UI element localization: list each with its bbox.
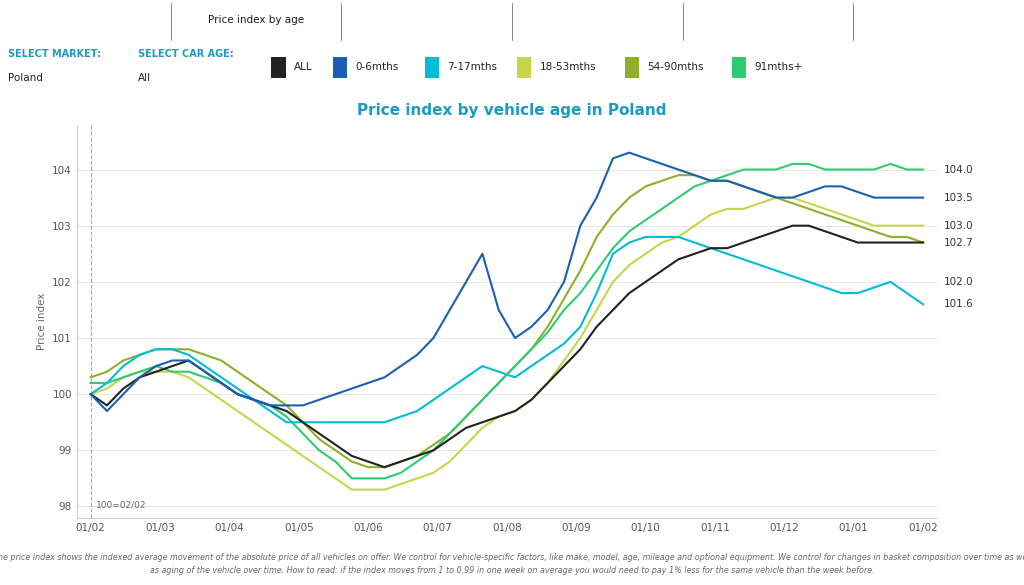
Bar (517, 57, 531, 77)
Bar (425, 57, 439, 77)
Text: 102.0: 102.0 (944, 277, 974, 287)
Text: 103.0: 103.0 (944, 221, 974, 230)
Text: SELECT CAR AGE:: SELECT CAR AGE: (138, 49, 234, 58)
Text: 7-17mths: 7-17mths (447, 61, 498, 71)
Bar (173, 2, 339, 40)
Text: ALL: ALL (294, 61, 312, 71)
Text: 91mths+: 91mths+ (755, 61, 803, 71)
Text: Listings activity: Listings activity (556, 15, 638, 26)
Text: 54-90mths: 54-90mths (647, 61, 703, 71)
Text: as aging of the vehicle over time. How to read: if the index moves from 1 to 0.9: as aging of the vehicle over time. How t… (150, 566, 874, 575)
Text: 18-53mths: 18-53mths (540, 61, 596, 71)
Bar (625, 57, 639, 77)
Text: 0-6mths: 0-6mths (355, 61, 398, 71)
Text: Stock development: Stock development (718, 15, 818, 26)
Bar (333, 57, 347, 77)
Text: Price index by vehicle age in Poland: Price index by vehicle age in Poland (357, 102, 667, 118)
Text: 104.0: 104.0 (944, 164, 974, 174)
Text: Active dealers: Active dealers (901, 15, 976, 26)
Text: 103.5: 103.5 (944, 192, 974, 202)
Text: Market price index: Market price index (37, 15, 134, 26)
Text: Price index by vehicle type: Price index by vehicle type (356, 15, 497, 26)
Text: Price index by age: Price index by age (208, 15, 304, 26)
Text: SELECT MARKET:: SELECT MARKET: (8, 49, 101, 58)
Text: The price index shows the indexed average movement of the absolute price of all : The price index shows the indexed averag… (0, 553, 1024, 562)
Text: 102.7: 102.7 (944, 238, 974, 247)
Text: All: All (138, 73, 152, 82)
Text: 100=02/02: 100=02/02 (96, 500, 146, 510)
Bar (732, 57, 746, 77)
Y-axis label: Price index: Price index (37, 292, 47, 350)
Text: 101.6: 101.6 (944, 300, 974, 309)
Text: Poland: Poland (8, 73, 43, 82)
Bar (271, 57, 286, 77)
